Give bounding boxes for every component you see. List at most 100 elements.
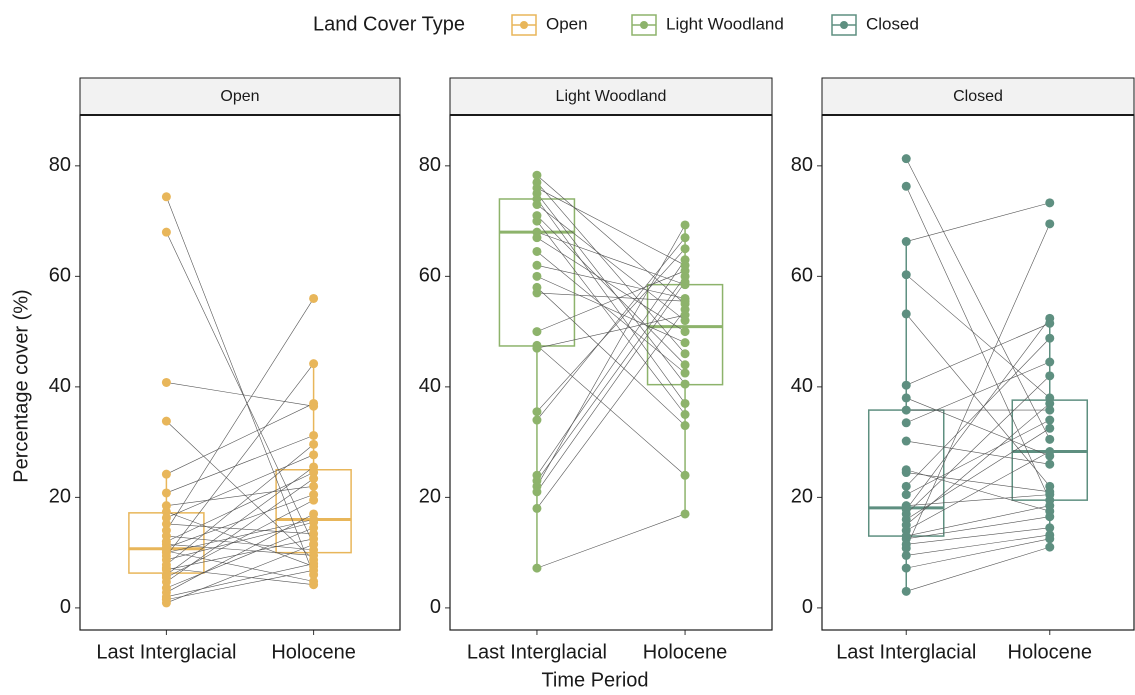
point xyxy=(309,359,319,369)
point xyxy=(1045,534,1055,544)
pair-line xyxy=(905,223,1051,549)
facet-title: Closed xyxy=(953,88,1003,105)
point xyxy=(309,430,319,440)
point xyxy=(680,255,690,265)
pair-line xyxy=(906,313,1050,487)
pair-line xyxy=(536,276,686,481)
point xyxy=(1045,198,1055,208)
pair-line xyxy=(906,419,1050,495)
pair-line xyxy=(906,546,1050,592)
legend-key xyxy=(640,21,648,29)
point xyxy=(532,288,542,298)
y-tick-label: 80 xyxy=(791,154,813,176)
x-tick-label: Last Interglacial xyxy=(467,641,607,663)
pair-line xyxy=(166,420,314,561)
point xyxy=(532,216,542,226)
point xyxy=(1045,501,1055,511)
pair-line xyxy=(536,193,686,385)
point xyxy=(161,563,171,573)
point xyxy=(901,237,911,247)
point xyxy=(161,192,171,202)
pair-line xyxy=(166,570,314,600)
point xyxy=(1045,313,1055,323)
pair-line xyxy=(166,563,314,598)
point xyxy=(532,563,542,573)
pair-line xyxy=(536,309,686,509)
pair-line xyxy=(906,440,1050,465)
point xyxy=(901,380,911,390)
pair-line xyxy=(166,403,314,475)
pair-line xyxy=(906,403,1050,526)
point xyxy=(161,488,171,498)
point xyxy=(901,550,911,560)
point xyxy=(309,559,319,569)
pair-line xyxy=(536,204,686,321)
point xyxy=(532,343,542,353)
y-tick-label: 40 xyxy=(49,375,71,397)
y-tick-label: 80 xyxy=(49,154,71,176)
pair-line xyxy=(906,274,1050,399)
point xyxy=(309,439,319,449)
point xyxy=(1045,542,1055,552)
point xyxy=(309,580,319,590)
point xyxy=(680,305,690,315)
pair-line xyxy=(906,469,1050,512)
pair-line xyxy=(906,428,1050,520)
legend-label: Open xyxy=(546,14,588,33)
point xyxy=(309,509,319,519)
pair-line xyxy=(906,361,1050,424)
pair-line xyxy=(166,472,314,542)
point xyxy=(680,509,690,519)
point xyxy=(161,227,171,237)
pair-line xyxy=(536,345,686,476)
point xyxy=(901,154,911,164)
pair-line xyxy=(166,527,314,589)
point xyxy=(901,543,911,553)
pair-line xyxy=(536,248,686,412)
point xyxy=(309,450,319,460)
y-tick-label: 20 xyxy=(791,486,813,508)
pair-line xyxy=(536,314,686,349)
pair-line xyxy=(536,265,686,299)
point xyxy=(309,293,319,303)
point xyxy=(1045,398,1055,408)
point xyxy=(309,462,319,472)
point xyxy=(532,246,542,256)
point xyxy=(1045,415,1055,425)
pair-line xyxy=(906,516,1050,540)
point xyxy=(680,398,690,408)
point xyxy=(1045,333,1055,343)
panel-border xyxy=(821,114,1135,631)
point xyxy=(680,409,690,419)
point xyxy=(680,421,690,431)
y-tick-label: 60 xyxy=(791,265,813,287)
pair-line xyxy=(536,259,686,476)
point xyxy=(532,407,542,417)
y-axis-label: Percentage cover (%) xyxy=(10,289,32,482)
y-tick-label: 80 xyxy=(419,154,441,176)
point xyxy=(1045,357,1055,367)
pair-line xyxy=(166,478,314,583)
pair-line xyxy=(906,534,1050,556)
pair-line xyxy=(166,521,314,561)
x-tick-label: Holocene xyxy=(643,641,728,663)
pair-line xyxy=(906,451,1050,531)
y-tick-label: 60 xyxy=(49,265,71,287)
point xyxy=(532,260,542,270)
x-tick-label: Holocene xyxy=(271,641,356,663)
point xyxy=(1045,371,1055,381)
pair-line xyxy=(536,182,686,354)
pair-line xyxy=(536,237,686,421)
point xyxy=(901,481,911,491)
pair-line xyxy=(166,567,314,585)
panel-border xyxy=(449,114,773,631)
point xyxy=(161,519,171,529)
y-tick-label: 0 xyxy=(802,596,813,618)
pair-line xyxy=(536,287,686,426)
point xyxy=(532,233,542,243)
legend-label: Closed xyxy=(866,14,919,33)
pair-line xyxy=(905,158,1051,440)
point xyxy=(901,405,911,415)
pair-line xyxy=(166,363,314,557)
